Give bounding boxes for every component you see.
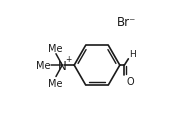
- Text: Me: Me: [48, 43, 63, 53]
- Text: Br⁻: Br⁻: [117, 16, 136, 29]
- Text: Me: Me: [48, 78, 63, 88]
- Text: H: H: [129, 50, 136, 59]
- Text: Me: Me: [36, 61, 51, 71]
- Text: +: +: [65, 54, 71, 63]
- Text: O: O: [127, 76, 134, 86]
- Text: N: N: [58, 59, 67, 72]
